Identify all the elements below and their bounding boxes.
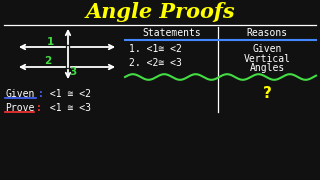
Text: 2: 2 bbox=[44, 56, 52, 66]
Text: <1 ≅ <2: <1 ≅ <2 bbox=[44, 89, 91, 99]
Text: 2. <2≅ <3: 2. <2≅ <3 bbox=[129, 58, 182, 68]
Text: Reasons: Reasons bbox=[246, 28, 288, 38]
Text: :: : bbox=[38, 89, 44, 99]
Text: Prove: Prove bbox=[5, 103, 34, 113]
Text: Angles: Angles bbox=[249, 63, 284, 73]
Text: Vertical: Vertical bbox=[244, 54, 291, 64]
Text: Given: Given bbox=[252, 44, 282, 54]
Text: 3: 3 bbox=[69, 67, 76, 77]
Text: 1: 1 bbox=[46, 37, 54, 47]
Text: 1. <1≅ <2: 1. <1≅ <2 bbox=[129, 44, 182, 54]
Text: ?: ? bbox=[263, 86, 271, 100]
Text: <1 ≅ <3: <1 ≅ <3 bbox=[44, 103, 91, 113]
Text: Statements: Statements bbox=[142, 28, 201, 38]
Text: Given: Given bbox=[5, 89, 34, 99]
Text: Angle Proofs: Angle Proofs bbox=[85, 2, 235, 22]
Text: :: : bbox=[36, 103, 42, 113]
